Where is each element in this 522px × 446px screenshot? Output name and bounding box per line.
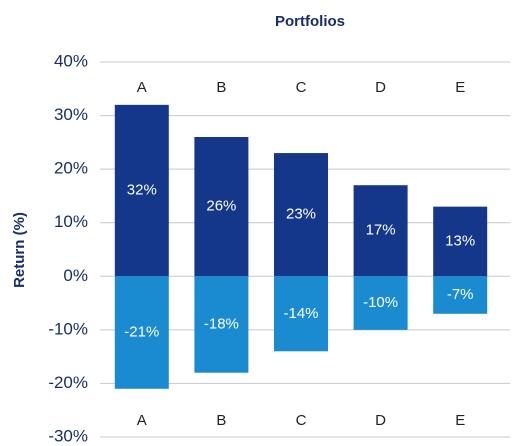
y-tick-label: -10% [48,319,88,338]
x-tick-label: D [375,412,386,429]
y-axis-label: Return (%) [11,212,28,288]
x-tick-label: B [216,412,226,429]
data-label: 26% [206,198,236,215]
x-tick-label: E [455,412,465,429]
data-label: 13% [445,232,475,249]
x-tick-label: C [296,412,307,429]
bar [274,153,328,277]
bar [274,276,328,352]
data-label: 32% [127,182,157,199]
x-tick-label: B [216,79,226,96]
bar [114,276,169,389]
bar [114,104,169,277]
y-tick-label: 30% [54,105,88,124]
bar [353,276,408,330]
data-label: -10% [363,294,398,311]
bar [194,137,249,277]
y-tick-label: 20% [54,159,88,178]
bar [194,276,249,373]
bar [433,276,488,314]
y-tick-label: 0% [63,266,88,285]
y-tick-label: 10% [54,212,88,231]
x-tick-label: E [455,79,465,96]
y-tick-label: -20% [48,373,88,392]
data-label: -18% [204,315,239,332]
bar [433,206,488,277]
data-label: 17% [366,222,396,239]
x-tick-label: D [375,79,386,96]
x-tick-label: A [137,79,147,96]
y-tick-label: 40% [54,51,88,70]
bar [353,185,408,277]
data-label: -7% [447,286,474,303]
chart-title: Portfolios [275,13,345,30]
data-label: -14% [283,305,318,322]
x-tick-label: A [137,412,147,429]
y-tick-label: -30% [48,426,88,445]
x-tick-label: C [296,79,307,96]
data-label: 23% [286,206,316,223]
data-label: -21% [124,324,159,341]
